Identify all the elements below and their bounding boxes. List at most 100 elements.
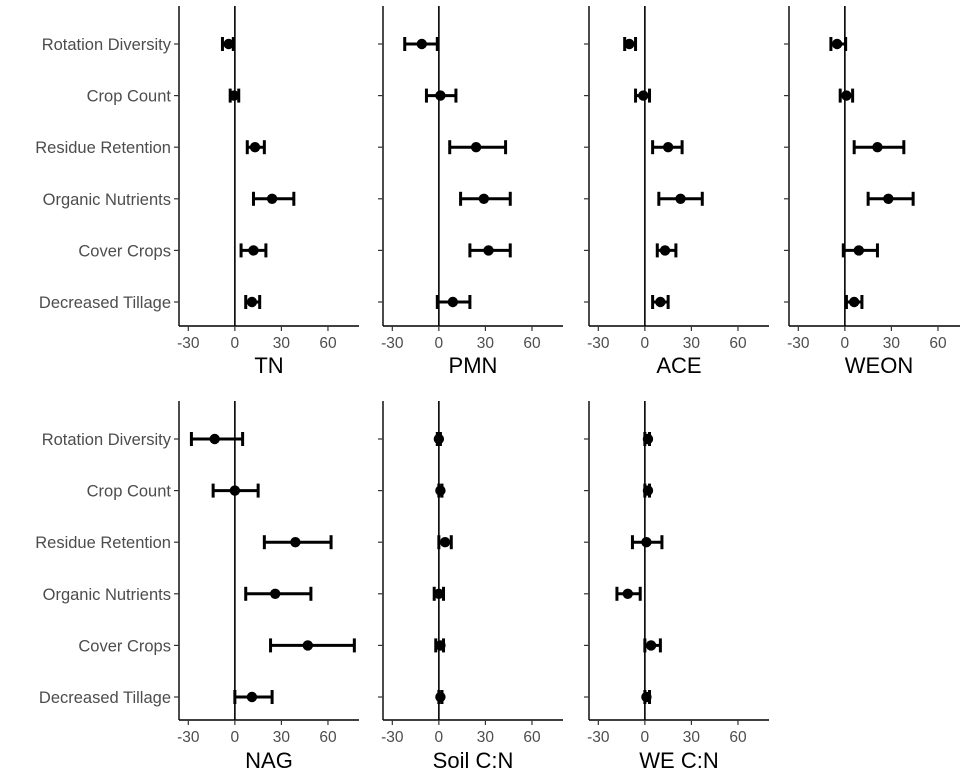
x-tick-label: -30 bbox=[381, 729, 404, 746]
category-label-organic-nutrients: Organic Nutrients bbox=[43, 191, 171, 209]
point-estimate bbox=[249, 142, 261, 153]
panel-title: WEON bbox=[845, 353, 913, 378]
estimate-decreased-tillage bbox=[844, 295, 864, 309]
estimate-decreased-tillage bbox=[233, 690, 274, 704]
point-estimate bbox=[470, 142, 482, 153]
panel-title: NAG bbox=[245, 748, 293, 773]
estimate-cover-crops bbox=[269, 638, 356, 653]
estimate-rotation-diversity bbox=[642, 432, 654, 446]
x-tick-label: 0 bbox=[841, 335, 850, 352]
estimate-rotation-diversity bbox=[189, 432, 245, 446]
point-estimate bbox=[435, 691, 446, 703]
point-estimate bbox=[883, 193, 894, 204]
x-tick-label: -30 bbox=[787, 335, 810, 352]
x-tick-label: 60 bbox=[319, 729, 337, 746]
point-estimate bbox=[302, 640, 313, 651]
panel-tn: Rotation Diversity Crop Count Residue Rete… bbox=[35, 6, 359, 378]
point-estimate bbox=[675, 193, 686, 204]
point-estimate bbox=[655, 296, 666, 308]
x-tick-label: 60 bbox=[729, 335, 747, 352]
point-estimate bbox=[248, 245, 259, 256]
estimate-crop-count bbox=[435, 483, 446, 498]
x-tick-label: 0 bbox=[435, 335, 444, 352]
estimate-rotation-diversity bbox=[220, 37, 235, 51]
estimate-cover-crops bbox=[655, 243, 678, 258]
estimate-decreased-tillage bbox=[641, 690, 652, 704]
category-label-crop-count: Crop Count bbox=[87, 88, 172, 106]
estimate-residue-retention bbox=[630, 535, 664, 550]
point-estimate bbox=[831, 38, 843, 50]
estimate-cover-crops bbox=[434, 638, 446, 653]
point-estimate bbox=[435, 640, 446, 651]
panel-we-c-n: -30 0 30 60 WE C:N bbox=[584, 401, 769, 773]
panel-title: TN bbox=[254, 353, 283, 378]
x-tick-label: 60 bbox=[729, 729, 747, 746]
point-estimate bbox=[645, 640, 657, 651]
point-estimate bbox=[659, 245, 671, 256]
x-tick-label: -30 bbox=[587, 335, 610, 352]
point-estimate bbox=[290, 537, 301, 548]
estimate-crop-count bbox=[424, 88, 458, 103]
x-tick-label: 0 bbox=[641, 335, 650, 352]
point-estimate bbox=[622, 588, 633, 599]
category-label-residue-retention: Residue Retention bbox=[35, 139, 171, 157]
estimate-residue-retention bbox=[852, 140, 906, 155]
x-tick-label: 0 bbox=[435, 729, 444, 746]
x-tick-label: 30 bbox=[273, 335, 291, 352]
point-estimate bbox=[624, 38, 635, 50]
point-estimate bbox=[433, 433, 445, 445]
category-label-crop-count: Crop Count bbox=[87, 483, 172, 501]
point-estimate bbox=[229, 485, 241, 496]
category-label-rotation-diversity: Rotation Diversity bbox=[42, 431, 172, 449]
x-tick-label: 30 bbox=[477, 335, 495, 352]
estimate-crop-count bbox=[211, 483, 260, 498]
panel-title: Soil C:N bbox=[433, 748, 514, 773]
estimate-organic-nutrients bbox=[432, 586, 446, 601]
panel-title: WE C:N bbox=[639, 748, 718, 773]
point-estimate bbox=[638, 90, 649, 101]
estimate-residue-retention bbox=[448, 140, 508, 155]
x-tick-label: 0 bbox=[231, 729, 240, 746]
x-tick-label: 30 bbox=[883, 335, 901, 352]
point-estimate bbox=[872, 142, 883, 153]
estimate-organic-nutrients bbox=[459, 191, 512, 206]
panel-title: ACE bbox=[656, 353, 701, 378]
estimate-rotation-diversity bbox=[403, 37, 439, 51]
point-estimate bbox=[435, 90, 446, 101]
x-tick-label: 30 bbox=[683, 729, 701, 746]
category-label-cover-crops: Cover Crops bbox=[78, 637, 171, 655]
point-estimate bbox=[641, 537, 652, 548]
category-label-decreased-tillage: Decreased Tillage bbox=[39, 294, 171, 312]
point-estimate bbox=[433, 588, 445, 599]
panel-nag: Rotation Diversity Crop Count Residue Rete… bbox=[35, 401, 359, 773]
point-estimate bbox=[246, 296, 258, 308]
point-estimate bbox=[416, 38, 427, 50]
point-estimate bbox=[435, 485, 446, 496]
point-estimate bbox=[266, 193, 278, 204]
x-tick-label: 30 bbox=[683, 335, 701, 352]
x-tick-label: 30 bbox=[477, 729, 495, 746]
estimate-cover-crops bbox=[643, 638, 662, 653]
estimate-rotation-diversity bbox=[623, 37, 638, 51]
panel-pmn: -30 0 30 60 PMN bbox=[378, 6, 563, 378]
point-estimate bbox=[642, 485, 654, 496]
point-estimate bbox=[483, 245, 494, 256]
x-tick-label: 0 bbox=[641, 729, 650, 746]
estimate-residue-retention bbox=[437, 535, 453, 550]
x-tick-label: 60 bbox=[319, 335, 337, 352]
x-tick-label: 60 bbox=[523, 729, 541, 746]
estimate-crop-count bbox=[228, 88, 241, 103]
estimate-residue-retention bbox=[651, 140, 684, 155]
estimate-cover-crops bbox=[841, 243, 879, 258]
x-tick-label: 30 bbox=[273, 729, 291, 746]
estimate-decreased-tillage bbox=[435, 690, 446, 704]
point-estimate bbox=[642, 433, 654, 445]
panel-title: PMN bbox=[449, 353, 498, 378]
estimate-organic-nutrients bbox=[251, 191, 296, 206]
point-estimate bbox=[841, 90, 852, 101]
panel-soil-c-n: -30 0 30 60 Soil C:N bbox=[378, 401, 563, 773]
x-tick-label: -30 bbox=[177, 729, 200, 746]
panel-weon: -30 0 30 60 WEON bbox=[784, 6, 960, 378]
estimate-decreased-tillage bbox=[651, 295, 670, 309]
